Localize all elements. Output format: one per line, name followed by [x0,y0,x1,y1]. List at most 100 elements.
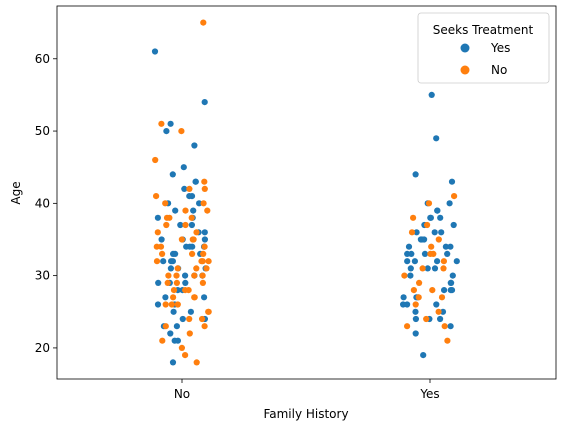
point-seeks-treatment-yes [188,221,195,229]
x-tick-label: Yes [419,387,439,401]
point-seeks-treatment-no [162,200,169,207]
point-seeks-treatment-no [162,323,169,330]
point-seeks-treatment-no [200,19,207,26]
point-seeks-treatment-no [188,214,195,221]
point-seeks-treatment-no [428,243,435,250]
y-axis-label: Age [9,181,23,204]
point-seeks-treatment-yes [448,178,456,185]
point-seeks-treatment-yes [421,236,428,243]
point-seeks-treatment-no [173,272,180,279]
point-seeks-treatment-yes [155,279,162,286]
point-seeks-treatment-yes [191,142,198,149]
point-seeks-treatment-yes [154,301,162,308]
point-seeks-treatment-no [152,156,159,164]
point-seeks-treatment-yes [404,258,411,265]
point-seeks-treatment-no [441,323,448,330]
point-seeks-treatment-no [170,287,178,294]
legend-label-no: No [491,63,507,77]
point-seeks-treatment-yes [201,294,208,301]
point-seeks-treatment-yes [167,330,174,337]
points-layer [151,19,460,366]
y-tick-label: 60 [35,52,50,66]
point-seeks-treatment-no [416,279,423,286]
point-seeks-treatment-yes [433,135,440,142]
legend: Seeks Treatment Yes No [417,12,550,84]
point-seeks-treatment-yes [450,221,457,229]
point-seeks-treatment-no [178,344,185,351]
point-seeks-treatment-no [423,315,430,323]
point-seeks-treatment-no [168,301,175,308]
point-seeks-treatment-yes [412,308,419,315]
point-seeks-treatment-yes [428,91,435,98]
point-seeks-treatment-no [178,128,185,135]
point-seeks-treatment-no [451,193,458,200]
point-seeks-treatment-yes [433,301,440,308]
point-seeks-treatment-yes [449,272,456,279]
point-seeks-treatment-yes [407,265,414,272]
point-seeks-treatment-yes [413,229,420,236]
point-seeks-treatment-yes [439,308,447,315]
point-seeks-treatment-no [429,287,436,294]
point-seeks-treatment-no [193,229,200,236]
point-seeks-treatment-no [205,308,212,315]
point-seeks-treatment-no [435,236,442,243]
point-seeks-treatment-yes [431,265,439,272]
point-seeks-treatment-no [440,265,447,272]
point-seeks-treatment-yes [400,294,407,301]
point-seeks-treatment-no [419,265,426,272]
point-seeks-treatment-yes [180,164,187,171]
point-seeks-treatment-no [410,287,417,294]
x-axis-label: Family History [263,407,348,421]
point-seeks-treatment-no [410,214,417,221]
point-seeks-treatment-no [424,221,431,229]
x-axis: No Yes [174,379,440,401]
point-seeks-treatment-yes [169,359,177,366]
point-seeks-treatment-no [182,221,189,229]
point-seeks-treatment-yes [434,258,441,265]
point-seeks-treatment-no [186,330,193,337]
y-tick-label: 50 [35,124,50,138]
point-seeks-treatment-no [163,214,171,221]
point-seeks-treatment-no [170,294,177,301]
point-seeks-treatment-no [173,279,180,286]
point-seeks-treatment-yes [167,120,174,127]
point-seeks-treatment-no [427,250,434,257]
point-seeks-treatment-yes [400,301,407,308]
x-tick-label: No [174,387,190,401]
point-seeks-treatment-yes [154,214,161,221]
point-seeks-treatment-no [157,243,165,250]
point-seeks-treatment-yes [405,243,413,250]
point-seeks-treatment-yes [453,258,460,265]
point-seeks-treatment-yes [160,258,167,265]
point-seeks-treatment-yes [412,171,419,178]
point-seeks-treatment-no [444,337,451,344]
point-seeks-treatment-yes [446,200,453,207]
point-seeks-treatment-yes [448,287,456,294]
point-seeks-treatment-no [201,323,208,330]
legend-marker-yes [460,43,470,53]
point-seeks-treatment-no [159,250,166,257]
plot-frame [56,5,557,380]
point-seeks-treatment-yes [179,315,186,323]
point-seeks-treatment-no [200,250,207,257]
point-seeks-treatment-yes [421,250,429,257]
point-seeks-treatment-no [174,301,181,308]
point-seeks-treatment-yes [408,250,415,257]
point-seeks-treatment-no [164,279,171,286]
point-seeks-treatment-no [158,120,165,127]
point-seeks-treatment-yes [172,207,179,214]
point-seeks-treatment-no [438,294,446,301]
point-seeks-treatment-no [182,207,189,214]
point-seeks-treatment-yes [447,323,454,330]
point-seeks-treatment-no [204,207,211,214]
point-seeks-treatment-yes [170,308,177,315]
y-tick-label: 30 [35,269,50,283]
point-seeks-treatment-no [205,258,212,265]
point-seeks-treatment-no [186,315,193,323]
point-seeks-treatment-no [153,258,161,265]
point-seeks-treatment-yes [441,287,448,294]
point-seeks-treatment-yes [447,243,454,250]
point-seeks-treatment-yes [183,243,190,250]
point-seeks-treatment-yes [427,214,434,221]
